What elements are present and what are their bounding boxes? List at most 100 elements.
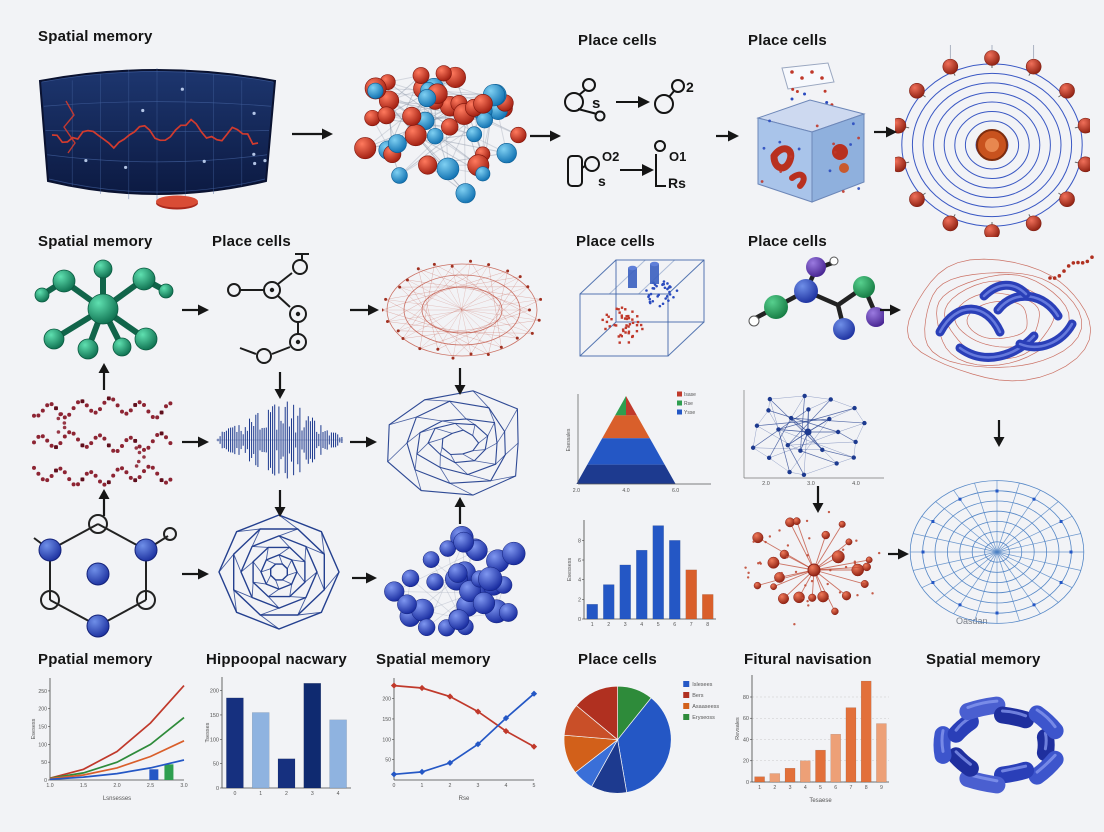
svg-text:4.0: 4.0 [622,488,629,494]
svg-text:2.0: 2.0 [762,481,770,487]
flow-arrow [350,570,378,586]
svg-text:Esesess: Esesess [31,718,37,739]
blue-wireframe-torus [380,385,540,500]
svg-text:20: 20 [743,759,749,765]
flow-arrow [180,434,210,450]
svg-text:4: 4 [804,785,807,791]
red-blue-molecule-cluster [335,60,530,210]
ring-molecule-structure [28,508,178,638]
flow-arrow-down [272,488,288,518]
svg-text:2.5: 2.5 [147,783,154,789]
web-caption: Oasdan [956,616,988,626]
panel-title-spatial-memory-4: Spatial memory [926,651,1041,668]
svg-text:100: 100 [38,742,47,748]
svg-text:7: 7 [690,622,693,628]
svg-text:50: 50 [385,758,391,764]
crossing-lines-chart: 50 100 150 200 0 1 2 3 4 5 Rse [372,672,538,802]
protein-wireframe-illustration [902,248,1097,393]
svg-text:Esessess: Esessess [567,557,573,581]
flow-arrow-down [272,370,288,400]
svg-text:Rse: Rse [459,796,470,802]
flow-arrow [872,124,898,140]
svg-text:4: 4 [337,791,340,797]
polar-grid-web [903,468,1088,643]
scheme-label-s1: s [592,95,600,112]
radial-network-graph: 2.0 3.0 4.0 [736,382,891,487]
flow-arrow-up [96,488,112,518]
svg-text:Ysse: Ysse [684,410,695,416]
svg-text:40: 40 [743,737,749,743]
reaction-scheme-graphic: s 2 O2 s O1 Rs [564,78,694,191]
flow-arrow [180,302,210,318]
dna-bead-chains [28,390,178,495]
svg-text:4: 4 [578,578,581,584]
svg-text:150: 150 [210,713,219,719]
svg-text:3: 3 [789,785,792,791]
flow-arrow [348,434,378,450]
svg-text:3.0: 3.0 [180,783,187,789]
svg-text:200: 200 [210,689,219,695]
panel-title-spatial-memory-1: Spatial memory [38,28,153,45]
svg-text:4.0: 4.0 [852,481,860,487]
svg-text:6: 6 [673,622,676,628]
panel-title-navigation: Fitural navisation [744,651,872,668]
spike-train-waveform [212,392,347,487]
svg-text:1: 1 [259,791,262,797]
place-field-bar-chart: 0 2 4 6 8 1 2 3 4 5 6 7 8 Esessess [564,515,719,633]
svg-text:150: 150 [38,725,47,731]
electrode-coil-illustration [895,42,1090,237]
svg-text:2: 2 [285,791,288,797]
svg-text:100: 100 [382,737,391,743]
hub-spoke-network [736,500,891,640]
panel-title-place-cells-4: Place cells [576,233,655,250]
svg-text:0: 0 [233,791,236,797]
svg-text:6: 6 [578,558,581,564]
flow-arrow [180,566,210,582]
svg-text:4: 4 [640,622,643,628]
svg-text:5: 5 [819,785,822,791]
growth-curves-chart: 0 50 100 150 200 250 1.0 1.5 2.0 2.5 3.0 Lsnsesses E… [28,672,188,802]
svg-text:50: 50 [213,762,219,768]
svg-text:0: 0 [393,783,396,789]
svg-text:2: 2 [578,597,581,603]
3d-voxel-plot [566,250,716,375]
place-cell-pie-chart: Islesees Bers Asaaseess Eryseoss [556,670,722,804]
chemical-structure-diagram [212,250,347,375]
svg-text:3: 3 [624,622,627,628]
green-molecule-model [28,255,178,365]
svg-text:3.0: 3.0 [807,481,815,487]
flow-arrow-down [452,366,468,396]
red-wireframe-ellipsoid [382,255,542,365]
svg-text:0: 0 [44,778,47,784]
svg-text:2.0: 2.0 [113,783,120,789]
svg-text:200: 200 [382,697,391,703]
svg-text:Asaaseess: Asaaseess [692,704,719,710]
svg-text:50: 50 [41,760,47,766]
svg-text:Bers: Bers [692,693,704,699]
panel-title-spatial-memory-3: Spatial memory [376,651,491,668]
svg-text:1.5: 1.5 [80,783,87,789]
vr-arena-screen-illustration [30,55,285,220]
panel-title-place-cells-2: Place cells [748,32,827,49]
scheme-label-rs: Rs [668,175,686,191]
svg-text:0: 0 [746,780,749,786]
svg-text:7: 7 [849,785,852,791]
blue-torus-knot [915,683,1085,808]
flow-arrow [528,128,562,144]
svg-text:2: 2 [607,622,610,628]
svg-text:80: 80 [743,695,749,701]
svg-text:6: 6 [834,785,837,791]
svg-text:1: 1 [591,622,594,628]
scheme-label-2: 2 [686,79,694,95]
svg-text:1: 1 [421,783,424,789]
svg-text:150: 150 [382,717,391,723]
brain-tissue-cube-illustration [740,60,875,210]
svg-text:9: 9 [880,785,883,791]
navigation-bar-chart: 0 20 40 60 80 1 2 3 4 5 6 7 8 9 Tesaese Revsales [732,670,892,804]
svg-text:1: 1 [758,785,761,791]
svg-text:4: 4 [505,783,508,789]
svg-text:2.0: 2.0 [573,488,580,494]
flow-arrow [714,128,740,144]
hippocampal-bar-chart: 0 50 100 150 200 0 1 2 3 4 Tsesses [202,672,354,802]
